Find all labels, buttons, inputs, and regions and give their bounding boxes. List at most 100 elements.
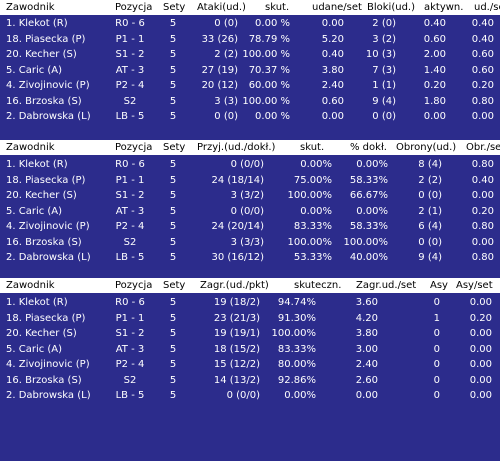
cell-efficiency: 70.37 % xyxy=(248,64,290,76)
cell-reception: 0 (0/0) xyxy=(230,205,264,217)
col-header-accuracy[interactable]: % dokł. xyxy=(350,142,387,153)
cell-position: P2 - 4 xyxy=(115,359,145,370)
cell-position: S1 - 2 xyxy=(115,49,145,60)
cell-blocks-per-set: 0.40 xyxy=(471,18,494,29)
cell-serve-efficiency: 94.74% xyxy=(277,297,316,308)
table-row[interactable]: 20. Kecher (S) S1 - 2 5 2 (2) 100.00 % 0.40 10… xyxy=(0,47,500,62)
cell-accuracy: 66.67% xyxy=(349,190,388,201)
cell-efficiency: 60.00 % xyxy=(248,80,290,91)
col-header-success-per-set[interactable]: udane/set xyxy=(312,2,362,13)
col-header-aces[interactable]: Asy xyxy=(430,280,448,291)
cell-position: S1 - 2 xyxy=(115,190,145,201)
table-row[interactable]: 18. Piasecka (P) P1 - 1 5 23 (21/3) 91.30% 4.… xyxy=(0,311,500,326)
cell-serve-efficiency: 92.86% xyxy=(277,374,316,386)
col-header-blocks[interactable]: Bloki(ud.) xyxy=(367,2,415,13)
cell-accuracy: 40.00% xyxy=(349,252,388,263)
cell-player: 2. Dabrowska (L) xyxy=(6,390,91,401)
cell-defenses-per-set: 0.20 xyxy=(471,205,494,217)
cell-sets: 5 xyxy=(169,64,177,76)
cell-reception: 24 (20/14) xyxy=(211,221,264,232)
table-row[interactable]: 5. Caric (A) AT - 3 5 0 (0/0) 0.00% 0.00% 2 (1… xyxy=(0,204,500,219)
col-header-player[interactable]: Zawodnik xyxy=(6,142,55,153)
cell-sets: 5 xyxy=(169,359,177,370)
cell-blocks-per-set: 0.60 xyxy=(471,64,494,76)
col-header-sets[interactable]: Sety xyxy=(163,142,186,153)
cell-blocks: 7 (3) xyxy=(372,64,396,76)
cell-position: LB - 5 xyxy=(115,252,145,263)
cell-player: 2. Dabrowska (L) xyxy=(6,252,91,263)
col-header-defenses[interactable]: Obrony(ud.) xyxy=(396,142,457,153)
col-header-blocks-per-set[interactable]: ud./se xyxy=(474,2,500,13)
cell-position: AT - 3 xyxy=(115,343,145,355)
table-row[interactable]: 5. Caric (A) AT - 3 5 18 (15/2) 83.33% 3.00 0 0… xyxy=(0,342,500,357)
cell-aces-per-set: 0.00 xyxy=(469,359,492,370)
col-header-defenses-per-set[interactable]: Obr./se xyxy=(466,142,500,153)
table-row[interactable]: 2. Dabrowska (L) LB - 5 5 0 (0/0) 0.00% 0.00 0… xyxy=(0,388,500,403)
cell-sets: 5 xyxy=(169,205,177,217)
table-row[interactable]: 4. Zivojinovic (P) P2 - 4 5 24 (20/14) 83.33… xyxy=(0,219,500,234)
cell-defenses-per-set: 0.40 xyxy=(471,174,494,186)
table-row[interactable]: 2. Dabrowska (L) LB - 5 5 30 (16/12) 53.33% 4… xyxy=(0,250,500,265)
cell-defenses: 8 (4) xyxy=(418,159,442,170)
cell-sets: 5 xyxy=(169,374,177,386)
col-header-activity[interactable]: aktywn. xyxy=(424,2,464,13)
cell-player: 5. Caric (A) xyxy=(6,343,63,355)
col-header-player[interactable]: Zawodnik xyxy=(6,280,55,291)
table-row[interactable]: 4. Zivojinovic (P) P2 - 4 5 20 (12) 60.00 % 2… xyxy=(0,78,500,93)
cell-blocks-per-set: 0.00 xyxy=(471,111,494,122)
col-header-sets[interactable]: Sety xyxy=(163,2,186,13)
cell-aces: 0 xyxy=(433,343,440,355)
table-row[interactable]: 4. Zivojinovic (P) P2 - 4 5 15 (12/2) 80.00%… xyxy=(0,357,500,372)
cell-success-per-set: 5.20 xyxy=(321,33,344,45)
col-header-reception[interactable]: Przyj.(ud./dokł.) xyxy=(197,142,276,153)
cell-player: 16. Brzoska (S) xyxy=(6,374,82,386)
table-row[interactable]: 16. Brzoska (S) S2 5 3 (3/3) 100.00% 100.00% 0… xyxy=(0,235,500,250)
cell-defenses-per-set: 0.00 xyxy=(471,190,494,201)
col-header-serve-efficiency[interactable]: skuteczn. xyxy=(294,280,342,291)
cell-sets: 5 xyxy=(169,174,177,186)
table-row[interactable]: 1. Klekot (R) R0 - 6 5 0 (0) 0.00 % 0.00 2 (0)… xyxy=(0,16,500,31)
col-header-attacks[interactable]: Ataki(ud.) xyxy=(197,2,246,13)
cell-efficiency: 83.33% xyxy=(293,221,332,232)
col-header-position[interactable]: Pozycja xyxy=(115,2,153,13)
col-header-serves-per-set[interactable]: Zagr.ud./set xyxy=(356,280,417,291)
cell-position: S1 - 2 xyxy=(115,328,145,339)
col-header-serves[interactable]: Zagr.(ud./pkt) xyxy=(200,280,269,291)
cell-defenses-per-set: 0.80 xyxy=(471,159,494,170)
cell-blocks: 10 (3) xyxy=(365,49,396,60)
table-row[interactable]: 16. Brzoska (S) S2 5 3 (3) 100.00 % 0.60 9 (4)… xyxy=(0,94,500,109)
cell-attacks: 2 (2) xyxy=(214,49,238,60)
table-row[interactable]: 20. Kecher (S) S1 - 2 5 19 (19/1) 100.00% 3.8… xyxy=(0,326,500,341)
col-header-aces-per-set[interactable]: Asy/set xyxy=(456,280,493,291)
table-row[interactable]: 5. Caric (A) AT - 3 5 27 (19) 70.37 % 3.80 7 (… xyxy=(0,63,500,78)
cell-sets: 5 xyxy=(169,190,177,201)
col-header-position[interactable]: Pozycja xyxy=(115,280,153,291)
col-header-efficiency[interactable]: skut. xyxy=(300,142,325,153)
cell-player: 4. Zivojinovic (P) xyxy=(6,221,90,232)
cell-aces-per-set: 0.00 xyxy=(469,390,492,401)
col-header-player[interactable]: Zawodnik xyxy=(6,2,55,13)
table-row[interactable]: 18. Piasecka (P) P1 - 1 5 24 (18/14) 75.00% 5… xyxy=(0,173,500,188)
col-header-efficiency[interactable]: skut. xyxy=(265,2,290,13)
cell-sets: 5 xyxy=(169,252,177,263)
table-row[interactable]: 16. Brzoska (S) S2 5 14 (13/2) 92.86% 2.60 0 0.… xyxy=(0,373,500,388)
table-row[interactable]: 20. Kecher (S) S1 - 2 5 3 (3/2) 100.00% 66.67… xyxy=(0,188,500,203)
cell-serves: 23 (21/3) xyxy=(213,312,260,324)
cell-position: P1 - 1 xyxy=(115,33,145,45)
cell-efficiency: 0.00% xyxy=(300,205,332,217)
table-row[interactable]: 1. Klekot (R) R0 - 6 5 0 (0/0) 0.00% 0.00% 8 (… xyxy=(0,157,500,172)
cell-aces: 0 xyxy=(433,359,440,370)
cell-sets: 5 xyxy=(169,343,177,355)
cell-serve-efficiency: 80.00% xyxy=(277,359,316,370)
cell-success-per-set: 0.00 xyxy=(321,111,344,122)
cell-efficiency: 0.00 % xyxy=(255,111,290,122)
col-header-position[interactable]: Pozycja xyxy=(115,142,153,153)
cell-success-per-set: 0.60 xyxy=(321,95,344,107)
col-header-sets[interactable]: Sety xyxy=(163,280,186,291)
cell-player: 18. Piasecka (P) xyxy=(6,33,86,45)
cell-aces: 0 xyxy=(433,297,440,308)
table-row[interactable]: 18. Piasecka (P) P1 - 1 5 33 (26) 78.79 % 5.2… xyxy=(0,32,500,47)
table-row[interactable]: 1. Klekot (R) R0 - 6 5 19 (18/2) 94.74% 3.60 0… xyxy=(0,295,500,310)
table-row[interactable]: 2. Dabrowska (L) LB - 5 5 0 (0) 0.00 % 0.00 0 … xyxy=(0,109,500,124)
cell-reception: 30 (16/12) xyxy=(211,252,264,263)
